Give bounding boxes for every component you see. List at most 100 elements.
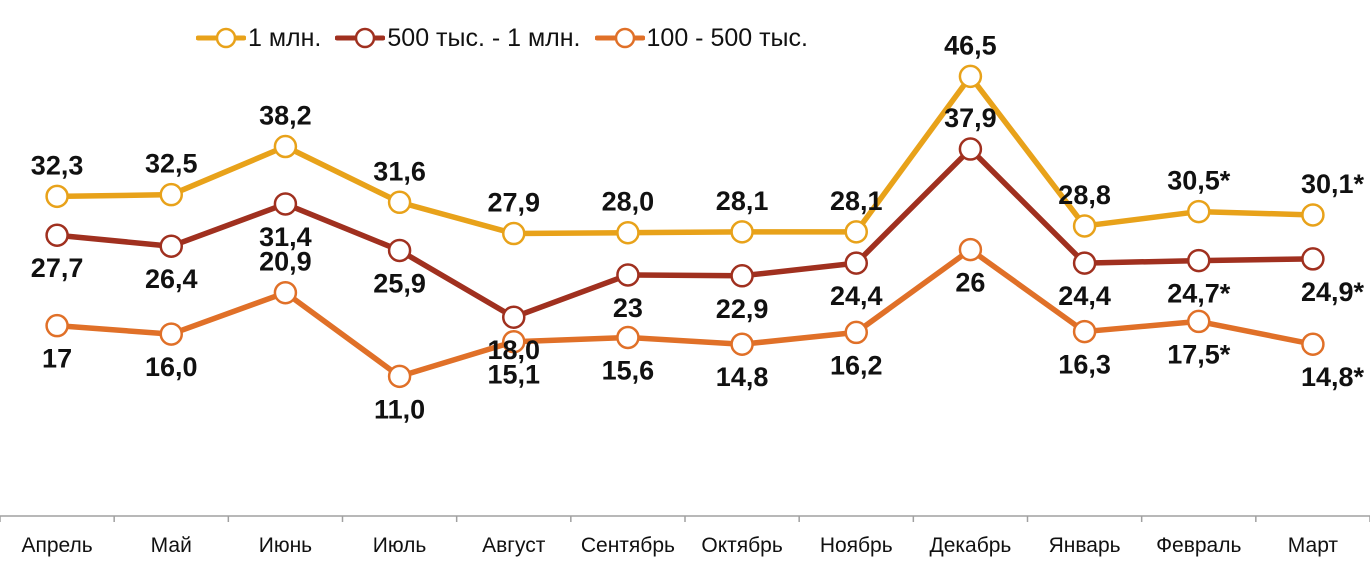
series-2-point <box>1072 251 1097 275</box>
data-label: 11,0 <box>374 394 425 424</box>
x-tick-label: Октябрь <box>701 534 782 557</box>
series-2-point <box>730 264 754 288</box>
series-3-point <box>958 237 983 262</box>
series-3-point <box>273 280 298 305</box>
series-3-point <box>844 320 868 345</box>
series-1-point <box>1072 214 1097 238</box>
legend-label-series-2: 500 тыс. - 1 млн. <box>387 23 581 52</box>
series-1-point <box>159 182 183 207</box>
data-label: 14,8* <box>1301 362 1365 392</box>
series-3-point <box>1187 309 1211 334</box>
data-label: 16,3 <box>1058 350 1111 380</box>
data-label: 23 <box>613 293 643 323</box>
series-2-point <box>387 238 412 263</box>
series-1-point <box>502 221 526 246</box>
data-label: 28,1 <box>830 186 883 216</box>
data-label: 18,0 <box>487 335 540 365</box>
legend-item-series-2: 500 тыс. - 1 млн. <box>335 18 581 58</box>
series-line-2 <box>54 146 1316 320</box>
data-label: 46,5 <box>944 30 997 60</box>
data-label: 31,4 <box>259 222 312 252</box>
legend-marker-series-3 <box>594 27 645 49</box>
series-3-point <box>45 313 69 338</box>
series-3-point <box>730 332 754 356</box>
series-1-point <box>1187 199 1211 224</box>
x-tick-label: Март <box>1288 534 1339 557</box>
series-2-point <box>1301 247 1325 271</box>
data-label: 20,9 <box>259 247 312 277</box>
data-label: 31,6 <box>373 156 426 186</box>
x-axis: Апрель Май Июнь Июль Август Сентябрь Октябрь Но… <box>0 515 1370 557</box>
data-labels: 32,3 32,5 38,2 31,6 27,9 28,0 28,1 28,1 46,5 28,8… <box>31 30 1365 424</box>
data-label: 24,7* <box>1167 279 1231 309</box>
data-label: 37,9 <box>944 103 997 133</box>
series-2-point <box>273 192 298 216</box>
series-2-point <box>844 251 868 275</box>
data-label: 28,0 <box>602 187 655 217</box>
legend-item-series-3: 100 - 500 тыс. <box>594 18 808 58</box>
series-2-point <box>1187 248 1211 273</box>
series-3-point <box>502 329 526 354</box>
data-label: 28,1 <box>716 186 769 216</box>
data-label: 16,0 <box>145 352 198 382</box>
series-3-point <box>387 364 412 389</box>
data-label: 30,5* <box>1167 166 1231 196</box>
series-1-point <box>1301 203 1325 227</box>
series-2-point <box>45 223 69 247</box>
series-lines <box>54 73 1316 380</box>
data-label: 32,3 <box>31 150 84 180</box>
x-tick-label: Февраль <box>1156 534 1241 557</box>
x-tick-label: Январь <box>1049 534 1121 557</box>
data-label: 17 <box>42 344 72 374</box>
data-label: 27,9 <box>487 188 540 218</box>
legend-marker-series-1 <box>196 27 246 49</box>
series-line-1 <box>54 73 1316 237</box>
series-1-point <box>730 220 754 244</box>
data-label: 22,9 <box>716 294 769 324</box>
x-tick-label: Ноябрь <box>820 534 893 557</box>
data-label: 15,1 <box>487 360 540 390</box>
series-1-point <box>273 134 298 159</box>
series-2-point <box>159 234 183 258</box>
legend-label-series-1: 1 млн. <box>248 23 322 52</box>
series-3-point <box>159 322 183 346</box>
data-label: 16,2 <box>830 350 883 380</box>
data-label: 26 <box>955 268 985 298</box>
series-1-point <box>616 220 640 245</box>
series-1-point <box>387 190 412 215</box>
legend: 1 млн. 500 тыс. - 1 млн. 100 - 500 тыс. <box>196 18 808 58</box>
legend-marker-series-2 <box>335 27 386 49</box>
series-2-point <box>616 263 640 287</box>
x-tick-label: Июль <box>373 534 427 557</box>
data-label: 25,9 <box>373 268 426 298</box>
series-3-point <box>1072 319 1097 344</box>
series-1-point <box>958 64 983 89</box>
series-1-point <box>45 184 69 209</box>
series-3-point <box>616 325 640 350</box>
x-tick-label: Июнь <box>259 534 312 557</box>
series-2-point <box>502 305 526 329</box>
data-label: 26,4 <box>145 264 198 294</box>
data-label: 24,4 <box>830 281 883 311</box>
legend-item-series-1: 1 млн. <box>196 18 321 58</box>
series-points <box>45 64 1325 389</box>
x-tick-label: Май <box>151 534 192 557</box>
data-label: 30,1* <box>1301 169 1365 199</box>
data-label: 15,6 <box>602 355 655 385</box>
series-1-point <box>844 220 868 244</box>
series-2-point <box>958 137 983 161</box>
data-label: 32,5 <box>145 149 198 179</box>
data-label: 24,4 <box>1058 281 1111 311</box>
data-label: 24,9* <box>1301 277 1365 307</box>
data-label: 28,8 <box>1058 180 1111 210</box>
x-tick-label: Декабрь <box>929 534 1011 557</box>
data-label: 27,7 <box>31 253 84 283</box>
x-tick-label: Август <box>482 534 546 557</box>
x-tick-label: Апрель <box>21 534 92 557</box>
x-tick-label: Сентябрь <box>581 534 675 557</box>
data-label: 17,5* <box>1167 339 1231 369</box>
series-line-3 <box>54 246 1316 380</box>
series-3-point <box>1301 332 1325 356</box>
data-label: 14,8 <box>716 362 769 392</box>
